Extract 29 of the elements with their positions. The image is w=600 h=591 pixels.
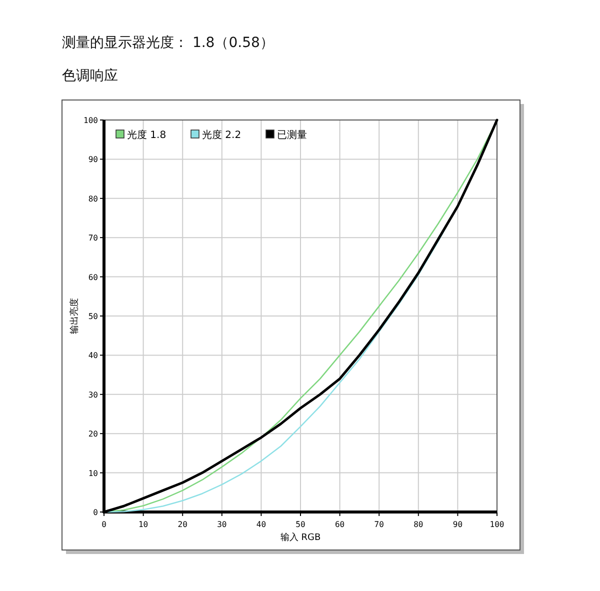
y-tick-label: 10 xyxy=(88,468,98,478)
chart-subtitle: 色调响应 xyxy=(62,68,118,84)
x-tick-label: 20 xyxy=(178,520,188,529)
legend-label: 光度 2.2 xyxy=(202,129,242,141)
x-tick-label: 100 xyxy=(490,520,504,529)
y-tick-label: 100 xyxy=(84,116,98,125)
x-tick-label: 90 xyxy=(452,520,463,529)
x-tick-label: 10 xyxy=(138,520,148,529)
legend-label: 已测量 xyxy=(277,129,307,141)
x-tick-label: 70 xyxy=(374,520,384,529)
y-tick-label: 60 xyxy=(88,272,98,282)
y-tick-label: 50 xyxy=(88,312,98,321)
y-tick-label: 20 xyxy=(88,430,98,439)
x-tick-label: 60 xyxy=(334,520,345,529)
y-axis-title: 输出亮度 xyxy=(69,298,80,334)
y-tick-label: 0 xyxy=(93,508,98,517)
x-tick-label: 50 xyxy=(296,520,306,529)
y-tick-label: 90 xyxy=(88,155,98,164)
legend-label: 光度 1.8 xyxy=(127,129,166,141)
y-tick-label: 40 xyxy=(88,351,98,360)
x-tick-label: 40 xyxy=(256,520,266,529)
x-axis-title: 输入 RGB xyxy=(280,532,321,543)
y-tick-label: 80 xyxy=(88,194,98,204)
y-tick-label: 30 xyxy=(88,390,98,400)
x-tick-label: 80 xyxy=(414,520,424,529)
x-tick-label: 0 xyxy=(102,520,107,529)
x-tick-label: 30 xyxy=(217,520,227,529)
chart-title: 测量的显示器光度： 1.8（0.58） xyxy=(62,35,274,51)
y-tick-label: 70 xyxy=(88,234,98,243)
